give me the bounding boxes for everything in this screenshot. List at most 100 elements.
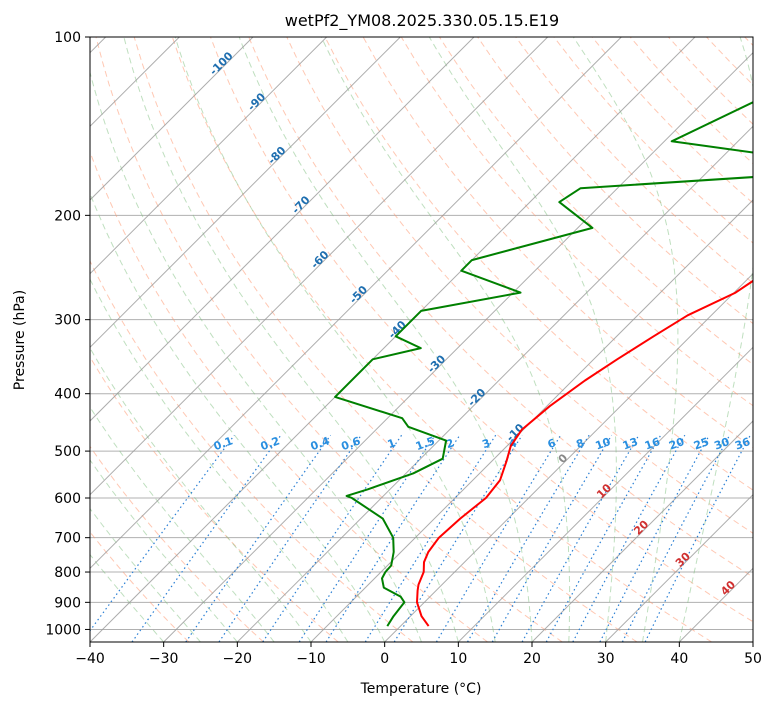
y-tick-label: 700 (54, 531, 81, 547)
mixing-ratio-label: 6 (546, 436, 558, 451)
mixing-ratio-label: 0.6 (340, 434, 363, 453)
dewpoint-profile (334, 101, 753, 627)
moist-adiabat (90, 507, 201, 642)
moist-adiabat (678, 37, 753, 642)
mixing-ratio-label: 0.1 (212, 434, 235, 453)
moist-adiabat (90, 406, 275, 642)
x-tick-label: −20 (223, 651, 253, 667)
y-tick-label: 400 (54, 387, 81, 403)
dry-adiabat (248, 37, 753, 578)
y-tick-label: 300 (54, 313, 81, 329)
mixing-ratio-label: 1 (386, 436, 398, 451)
isotherm-label: -80 (265, 144, 288, 167)
isotherm-line (605, 493, 753, 642)
isotherm-line (90, 37, 696, 642)
x-tick-label: 0 (380, 651, 389, 667)
isotherm-label: 30 (673, 549, 693, 569)
moist-adiabat (90, 347, 312, 642)
y-tick-label: 900 (54, 595, 81, 611)
mixing-ratio-label: 0.2 (259, 434, 282, 453)
moist-adiabat (90, 278, 349, 642)
mixing-ratio-label: 36 (733, 435, 752, 453)
isotherm-label: -60 (308, 248, 331, 271)
mixing-ratio-line (435, 434, 562, 642)
mixing-ratio-label: 8 (574, 436, 586, 451)
mixing-ratio-line (545, 434, 662, 642)
dry-adiabat (706, 37, 753, 86)
isotherm-line (384, 272, 753, 642)
background-grid (90, 37, 753, 642)
y-tick-label: 1000 (45, 622, 81, 638)
x-tick-label: 20 (523, 651, 541, 667)
line-labels: 0.1 0.2 0.4 0.6 1 1.5 2 3 4 6 8 10 13 16 20 25 30 36-100-… (207, 49, 752, 598)
mixing-ratio-label: 1.5 (414, 434, 437, 453)
plot-frame (89, 36, 754, 643)
isotherm-label: -90 (245, 90, 268, 113)
y-tick-label: 200 (54, 208, 81, 224)
isotherm-label: 40 (718, 578, 738, 598)
moist-adiabat (320, 37, 571, 642)
mixing-ratio-label: 3 (480, 436, 492, 451)
isotherm-label: -30 (425, 352, 448, 375)
moist-adiabat (428, 37, 617, 642)
isotherm-line (90, 37, 328, 275)
y-tick-label: 500 (54, 444, 81, 460)
mixing-ratio-label: 13 (621, 435, 640, 452)
chart-title: wetPf2_YM08.2025.330.05.15.E19 (285, 11, 559, 31)
moist-adiabat (238, 37, 533, 642)
mixing-ratio-label: 16 (643, 435, 662, 453)
dry-adiabat (90, 356, 339, 642)
x-tick-label: −30 (149, 651, 179, 667)
mixing-ratio-label: 10 (594, 435, 613, 453)
dry-adiabat (171, 37, 712, 642)
isotherm-line (90, 37, 549, 496)
isotherm-label: -50 (347, 283, 370, 306)
dry-adiabat (210, 37, 753, 623)
moist-adiabat (90, 192, 386, 642)
dry-adiabat (90, 531, 190, 642)
isotherm-label: 20 (631, 517, 651, 537)
axes: −40 −30 −20 −10 0 10 20 30 40 5010020030040050060… (45, 30, 762, 667)
isotherm-line (90, 37, 401, 349)
mixing-ratio-line (621, 434, 731, 642)
mixing-ratio-line (364, 434, 497, 642)
dry-adiabat (438, 37, 753, 366)
moist-adiabat (123, 37, 459, 642)
mixing-ratio-line (466, 434, 590, 642)
profile-lines (334, 101, 753, 627)
y-tick-label: 600 (54, 491, 81, 507)
dry-adiabat (90, 445, 264, 642)
x-axis-label: Temperature (°C) (360, 681, 482, 697)
moist-adiabat (174, 37, 496, 642)
dry-adiabat (90, 150, 488, 642)
mixing-ratio-label: 20 (667, 435, 686, 453)
mixing-ratio-line (572, 434, 686, 642)
isotherm-label: -70 (289, 193, 312, 216)
mixing-ratio-line (262, 434, 403, 642)
mixing-ratio-label: 25 (692, 435, 711, 452)
x-tick-label: 40 (670, 651, 688, 667)
moist-adiabat (572, 37, 679, 642)
mixing-ratio-line (491, 434, 613, 642)
x-tick-label: 50 (744, 651, 762, 667)
dry-adiabat (286, 37, 753, 534)
isotherm-label: -20 (465, 386, 488, 409)
x-tick-label: −10 (296, 651, 326, 667)
mixing-ratio-line (521, 434, 640, 642)
temperature-profile (416, 279, 753, 627)
isotherm-line (163, 51, 753, 642)
y-axis-label: Pressure (hPa) (12, 290, 28, 390)
dry-adiabat (515, 37, 753, 284)
isotherm-label: -100 (207, 49, 236, 78)
isotherm-line (90, 37, 622, 570)
isotherm-line (678, 567, 753, 642)
x-tick-label: −40 (75, 651, 105, 667)
dry-adiabat (324, 37, 753, 491)
mixing-ratio-label: 2 (444, 436, 456, 451)
dry-adiabat (744, 37, 753, 47)
isotherm-line (90, 37, 254, 201)
isotherm-line (236, 125, 753, 642)
dry-adiabat (95, 37, 563, 642)
x-tick-label: 10 (449, 651, 467, 667)
